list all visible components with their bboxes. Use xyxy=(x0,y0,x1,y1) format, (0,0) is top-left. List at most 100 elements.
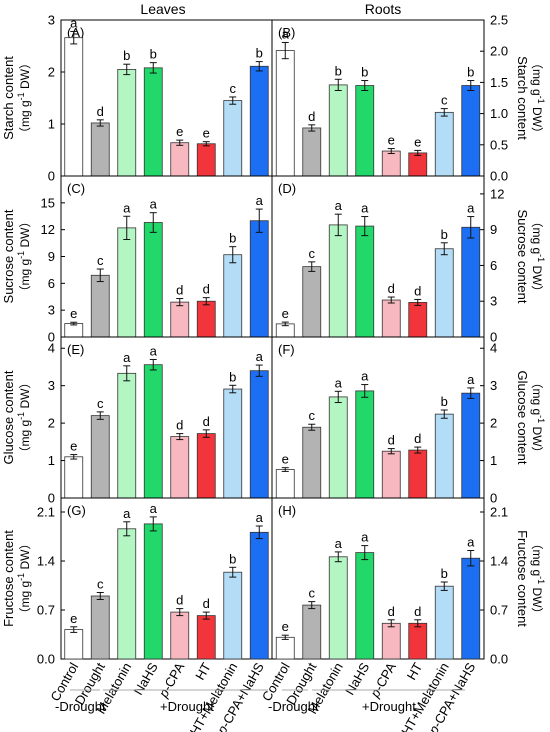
significance-letter: a xyxy=(256,193,264,208)
panel-0: (A) 0 1 2 3 Starch content （mg g-1 DW） a d b b e e c b xyxy=(1,13,273,184)
significance-letter: d xyxy=(176,283,183,298)
bar-melatonin xyxy=(328,84,348,177)
bar-nahs xyxy=(143,67,163,177)
bar-p-cpa-nahs xyxy=(461,226,481,338)
bar-nahs xyxy=(143,364,163,499)
significance-letter: b xyxy=(335,63,342,78)
bar-drought xyxy=(302,266,322,338)
bar-p-cpa-nahs xyxy=(249,531,269,660)
y-tick-label: 3 xyxy=(48,378,55,393)
y-tick-label: 3 xyxy=(490,294,497,309)
significance-letter: d xyxy=(388,604,395,619)
panel-2: (C) 0 3 6 9 12 15 Sucrose content （mg g-1 DW） e c a… xyxy=(1,175,273,345)
bar-drought xyxy=(90,122,110,177)
panel-5: (F) 0 1 2 3 4 Glucose content （mg g-1 DW） e c a a d d… xyxy=(271,336,546,506)
bar-nahs xyxy=(143,523,163,660)
minus-drought-label-leaves: -Drought xyxy=(55,699,106,714)
panel-3: (D) 0 3 6 9 12 Sucrose content （mg g-1 DW） e c a a d… xyxy=(271,175,546,345)
significance-letter: a xyxy=(123,506,131,521)
bar-p-cpa xyxy=(381,622,401,660)
significance-letter: d xyxy=(414,431,421,446)
panel-label: (G) xyxy=(67,503,86,518)
bar-drought xyxy=(302,604,322,660)
bar-p-cpa xyxy=(170,436,190,499)
significance-letter: a xyxy=(150,501,158,516)
significance-letter: a xyxy=(123,200,131,215)
panel-label: (C) xyxy=(67,181,85,196)
y-axis-unit: （mg g-1 DW） xyxy=(16,215,32,297)
bar-nahs xyxy=(355,85,375,177)
bar-drought xyxy=(90,274,110,338)
y-tick-label: 6 xyxy=(48,276,55,291)
y-tick-label: 0 xyxy=(48,491,55,506)
y-axis-unit: （mg g-1 DW） xyxy=(530,376,546,458)
bar-ht-melatonin xyxy=(223,254,243,338)
bar-p-cpa-nahs xyxy=(249,220,269,338)
significance-letter: a xyxy=(361,201,369,216)
bar-ht-melatonin xyxy=(223,571,243,660)
bar-ht-melatonin xyxy=(434,248,454,338)
bar-p-cpa xyxy=(381,450,401,499)
bar-drought xyxy=(90,595,110,660)
panel-label: (A) xyxy=(67,25,84,40)
y-tick-label: 0 xyxy=(490,491,497,506)
significance-letter: c xyxy=(441,93,448,108)
bar-melatonin xyxy=(117,372,137,499)
bar-p-cpa-nahs xyxy=(461,85,481,177)
bar-p-cpa-nahs xyxy=(461,392,481,499)
significance-letter: b xyxy=(150,47,157,62)
y-tick-label: 1.4 xyxy=(37,554,55,569)
y-axis-unit: （mg g-1 DW） xyxy=(16,57,32,139)
bar-ht xyxy=(408,449,428,499)
significance-letter: b xyxy=(441,566,448,581)
significance-letter: a xyxy=(335,198,343,213)
significance-letter: a xyxy=(467,535,475,550)
significance-letter: b xyxy=(361,65,368,80)
y-tick-label: 9 xyxy=(48,249,55,264)
bar-control xyxy=(275,50,295,177)
significance-letter: e xyxy=(388,133,395,148)
significance-letter: a xyxy=(467,372,475,387)
y-tick-label: 0 xyxy=(490,330,497,345)
bar-nahs xyxy=(143,222,163,338)
bar-p-cpa xyxy=(170,142,190,177)
significance-letter: a xyxy=(335,536,343,551)
significance-letter: b xyxy=(229,551,236,566)
significance-letter: d xyxy=(388,433,395,448)
significance-letter: b xyxy=(441,394,448,409)
significance-letter: c xyxy=(309,246,316,261)
significance-letter: c xyxy=(230,81,237,96)
significance-letter: c xyxy=(97,396,104,411)
category-label-p-cpa: p-CPA xyxy=(155,660,187,701)
y-tick-label: 0.7 xyxy=(37,603,55,618)
treatment-groups: -Drought +Drought -Drought +Drought xyxy=(55,689,465,714)
y-tick-label: 1.4 xyxy=(490,554,508,569)
bar-p-cpa xyxy=(170,611,190,660)
y-axis-unit: （mg g-1 DW） xyxy=(16,376,32,458)
bar-drought xyxy=(302,127,322,177)
bar-p-cpa xyxy=(170,301,190,338)
category-label-ht: HT xyxy=(404,660,426,683)
significance-letter: e xyxy=(176,124,183,139)
bar-ht-melatonin xyxy=(434,413,454,499)
bar-ht xyxy=(196,143,216,177)
significance-letter: e xyxy=(70,439,77,454)
y-tick-label: 12 xyxy=(490,186,504,201)
bar-p-cpa-nahs xyxy=(249,65,269,177)
bar-control xyxy=(64,37,84,177)
bar-melatonin xyxy=(117,528,137,660)
significance-letter: d xyxy=(414,604,421,619)
significance-letter: a xyxy=(467,201,475,216)
y-tick-label: 1 xyxy=(48,453,55,468)
y-axis-title: Sucrose content xyxy=(1,209,16,303)
panel-label: (D) xyxy=(278,181,296,196)
y-axis-title: Starch content xyxy=(515,56,530,140)
y-axis-title: Glucose content xyxy=(1,370,16,464)
bar-ht xyxy=(408,622,428,660)
minus-drought-label-roots: -Drought xyxy=(268,699,319,714)
panel-4: (E) 0 1 2 3 4 Glucose content （mg g-1 DW） e c a a d d… xyxy=(1,336,273,506)
bar-melatonin xyxy=(117,227,137,338)
y-tick-label: 2 xyxy=(48,65,55,80)
significance-letter: e xyxy=(282,306,289,321)
